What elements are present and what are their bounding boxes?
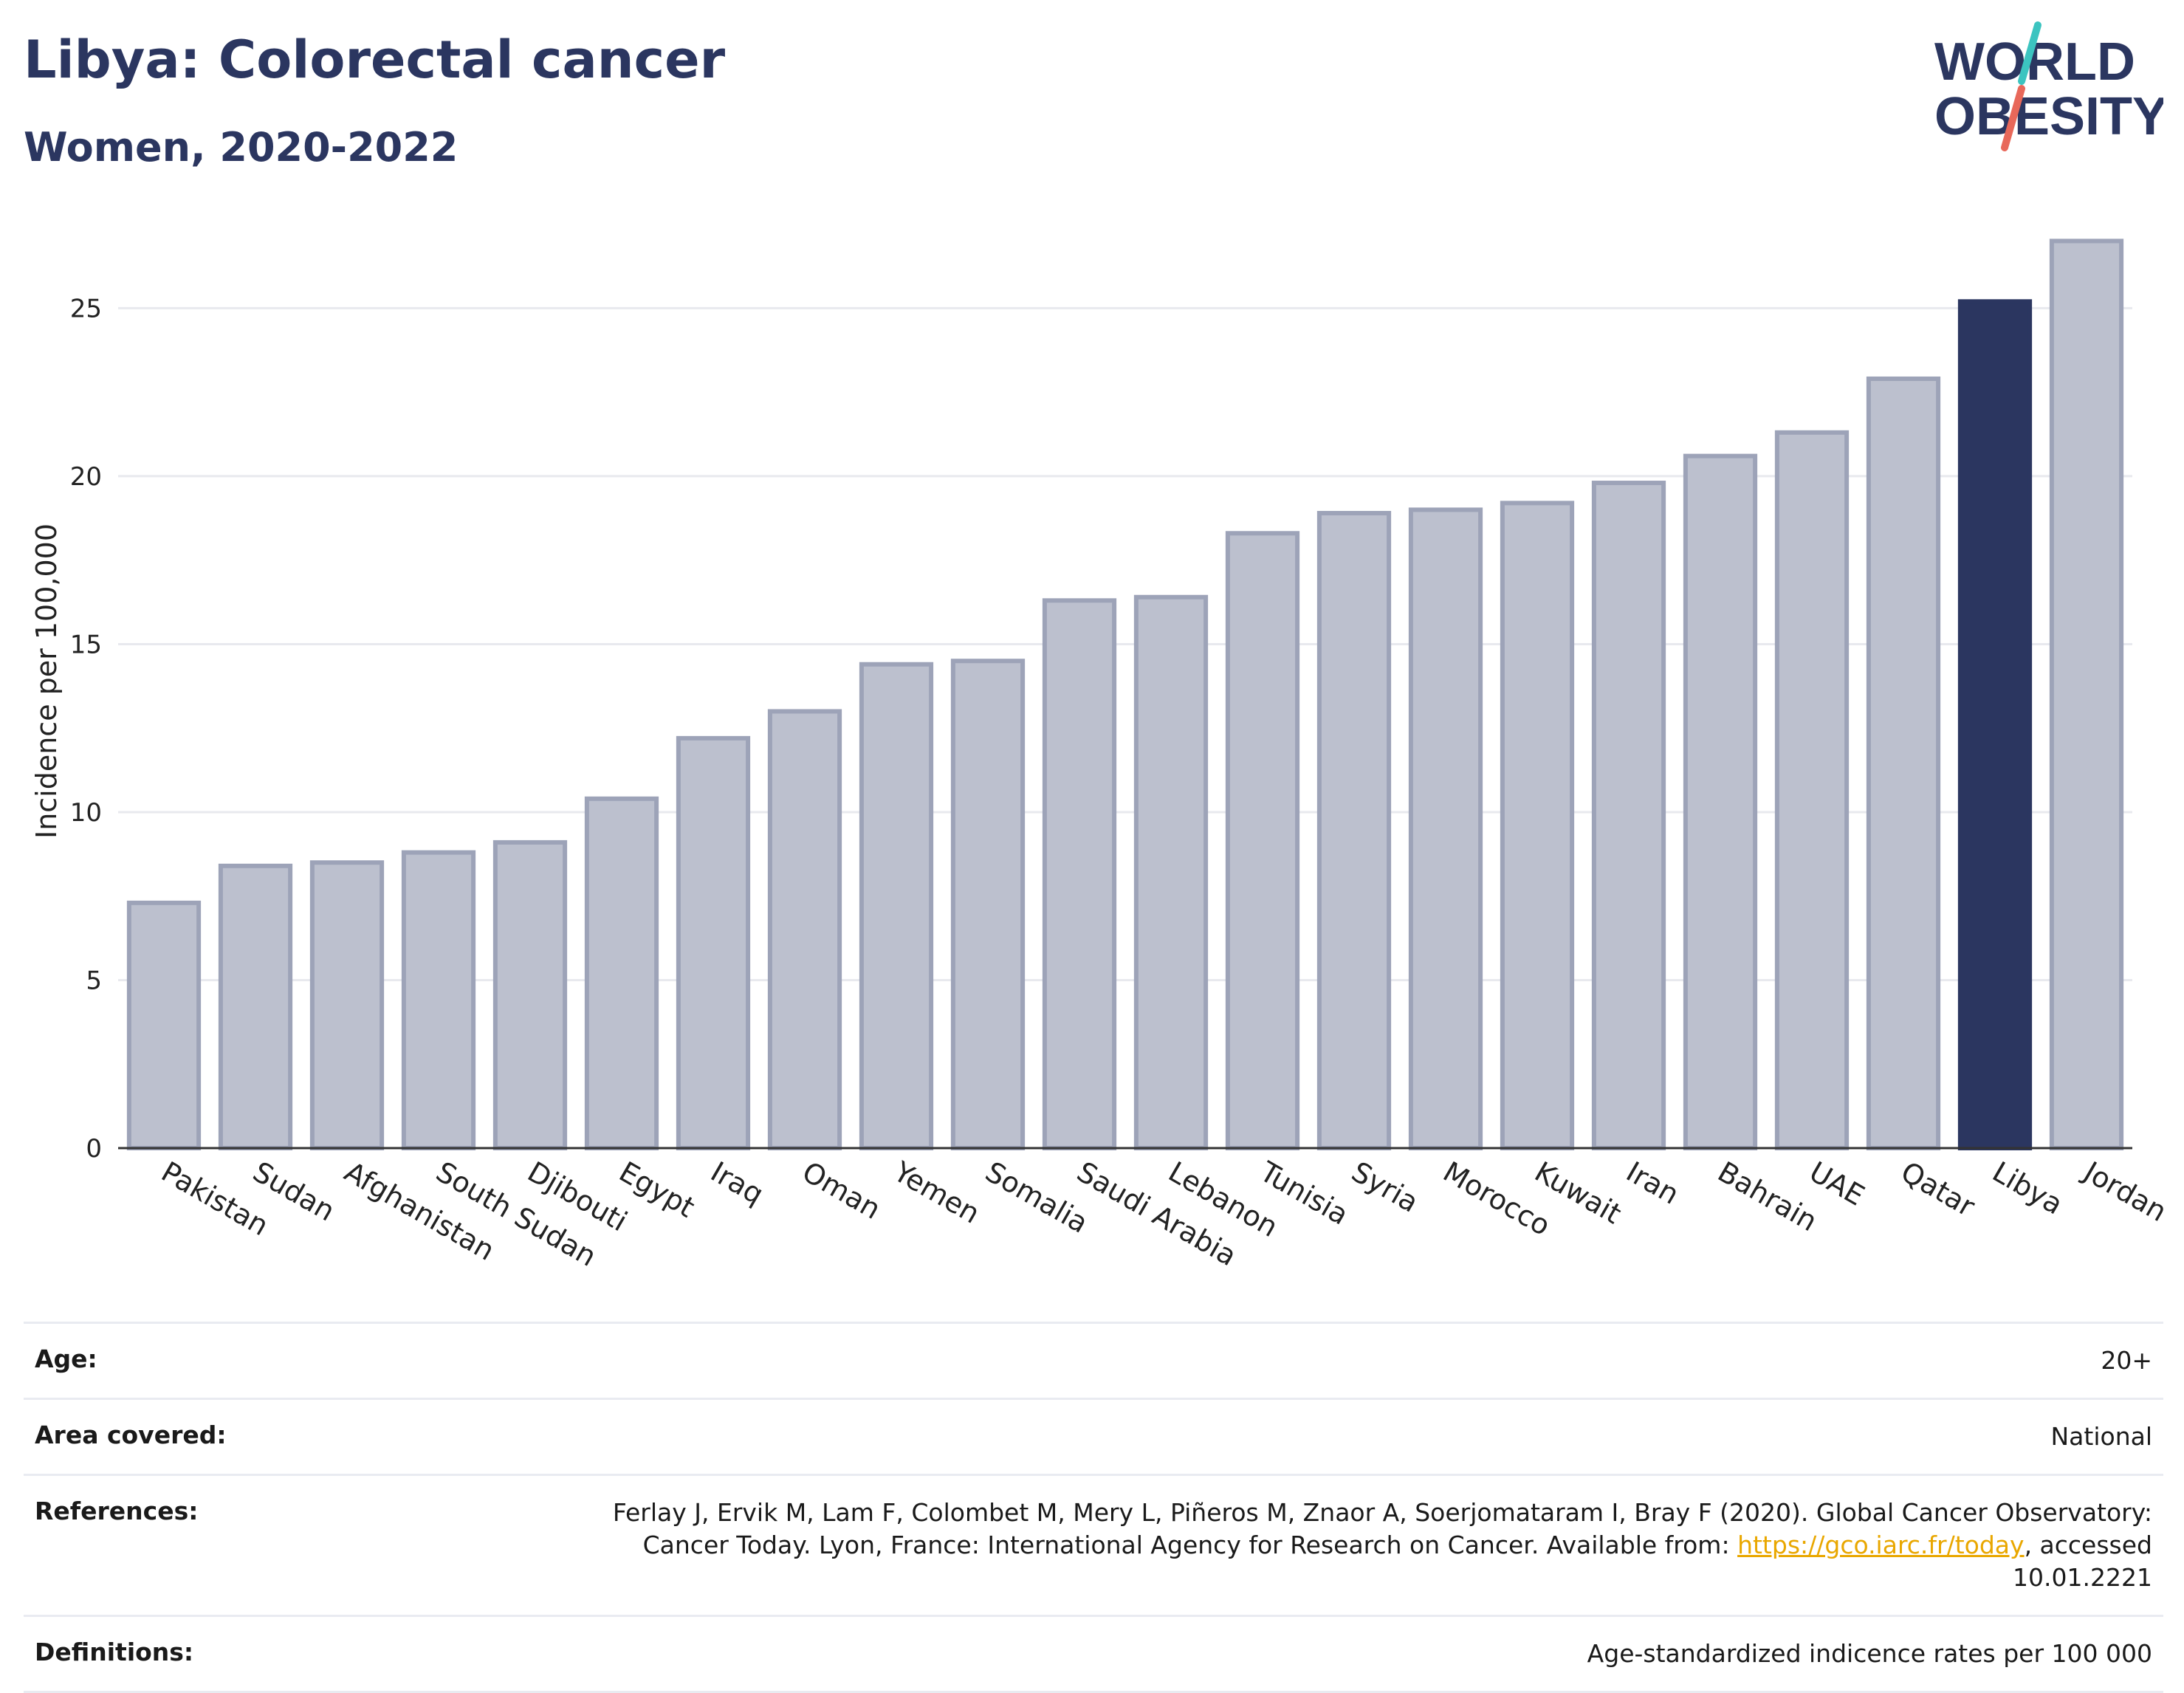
x-tick-label: Iran: [1621, 1155, 1684, 1211]
bar-lebanon: [1133, 594, 1209, 1150]
bar-egypt: [584, 796, 659, 1150]
logo-slash-coral: [2001, 85, 2025, 151]
meta-row-area: Area covered: National: [24, 1398, 2163, 1474]
x-tick-label: Bahrain: [1712, 1155, 1822, 1238]
logo-line2: OBESITY: [1934, 87, 2163, 146]
bar-sudan: [218, 863, 293, 1150]
x-tick-label: Syria: [1346, 1155, 1424, 1219]
reference-accessed: , accessed 10.01.2221: [2013, 1531, 2152, 1592]
bar-south-sudan: [401, 850, 476, 1150]
meta-row-references: References: Ferlay J, Ervik M, Lam F, Co…: [24, 1474, 2163, 1615]
x-tick-label: UAE: [1804, 1155, 1869, 1212]
bar-kuwait: [1500, 501, 1575, 1150]
bar-yemen: [859, 662, 934, 1150]
x-tick-label: Oman: [797, 1155, 886, 1226]
meta-row-definitions: Definitions: Age-standardized indicence …: [24, 1615, 2163, 1693]
y-tick-label: 20: [70, 462, 102, 492]
bar-tunisia: [1225, 531, 1300, 1150]
bar-somalia: [950, 659, 1026, 1150]
meta-value: Age-standardized indicence rates per 100…: [1587, 1639, 2152, 1668]
bar-jordan: [2049, 238, 2124, 1151]
world-obesity-logo: WORLD OBESITY: [1934, 21, 2163, 151]
meta-key: References:: [35, 1497, 199, 1525]
chart-title: Libya: Colorectal cancer: [24, 30, 726, 90]
logo-slash-teal: [2018, 21, 2042, 85]
bar-iraq: [676, 735, 751, 1150]
y-axis-label: Incidence per 100,000: [30, 523, 63, 839]
meta-value: 20+: [2101, 1346, 2152, 1375]
meta-value: Ferlay J, Ervik M, Lam F, Colombet M, Me…: [580, 1497, 2152, 1594]
x-tick-label: Iraq: [705, 1155, 769, 1211]
bar-uae: [1774, 430, 1850, 1150]
x-tick-label: Qatar: [1895, 1155, 1980, 1223]
bar-oman: [767, 709, 842, 1150]
reference-text: Ferlay J, Ervik M, Lam F, Colombet M, Me…: [612, 1498, 2152, 1559]
meta-row-age: Age: 20+: [24, 1322, 2163, 1398]
metadata-table: Age: 20+ Area covered: National Referenc…: [24, 1322, 2163, 1693]
bar-iran: [1591, 481, 1666, 1150]
bar-pakistan: [126, 900, 202, 1150]
bar-djibouti: [492, 839, 568, 1150]
x-tick-label: Somalia: [980, 1155, 1093, 1240]
meta-key: Age:: [35, 1345, 97, 1373]
meta-key: Area covered:: [35, 1421, 227, 1449]
bar-afghanistan: [309, 860, 385, 1151]
chart-subtitle: Women, 2020-2022: [24, 124, 459, 171]
bar-morocco: [1408, 507, 1483, 1150]
y-tick-label: 10: [70, 798, 102, 828]
y-tick-label: 0: [86, 1134, 102, 1164]
bar-qatar: [1866, 376, 1941, 1150]
reference-link[interactable]: https://gco.iarc.fr/today: [1737, 1531, 2025, 1559]
x-tick-label: Yemen: [887, 1155, 985, 1230]
meta-value: National: [2050, 1422, 2152, 1451]
y-tick-label: 5: [86, 966, 102, 995]
meta-key: Definitions:: [35, 1638, 194, 1666]
bar-saudi-arabia: [1042, 598, 1117, 1150]
bar-libya: [1957, 299, 2033, 1151]
x-tick-label: Jordan: [2078, 1155, 2172, 1229]
y-tick-label: 25: [70, 294, 102, 323]
bar-syria: [1316, 510, 1392, 1150]
x-tick-label: Libya: [1987, 1155, 2068, 1221]
bar-bahrain: [1683, 453, 1758, 1150]
y-tick-label: 15: [70, 630, 102, 659]
